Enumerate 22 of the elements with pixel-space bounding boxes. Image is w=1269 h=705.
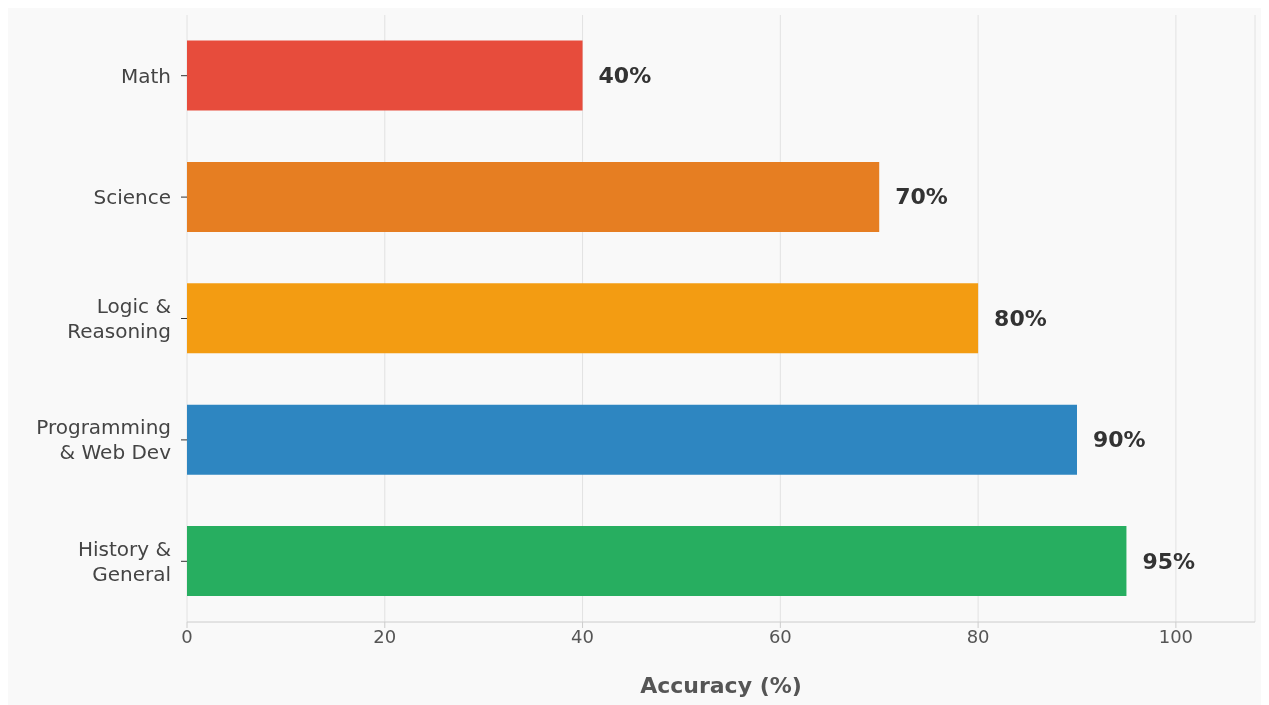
- x-tick-label: 60: [768, 625, 792, 647]
- x-tick-label: 80: [966, 625, 990, 647]
- x-axis-title: Accuracy (%): [640, 673, 802, 698]
- bar: [187, 404, 1077, 475]
- x-tick-label: 20: [373, 625, 397, 647]
- y-tick-label: Programming & Web Dev: [36, 415, 172, 465]
- x-tick-label: 100: [1158, 625, 1194, 647]
- x-tick-label: 0: [181, 625, 193, 647]
- bar: [187, 283, 979, 354]
- bar: [187, 526, 1127, 597]
- x-tick-label: 40: [571, 625, 595, 647]
- data-label: 95%: [1142, 548, 1196, 574]
- y-tick-label: Math: [120, 63, 171, 88]
- y-tick-label: Logic & Reasoning: [67, 294, 171, 343]
- y-tick-label: Science: [93, 185, 171, 210]
- bar: [187, 161, 880, 232]
- y-tick-label: History & General: [77, 536, 171, 586]
- data-label: 40%: [598, 62, 652, 88]
- data-label: 80%: [994, 305, 1047, 331]
- data-label: 70%: [895, 184, 948, 210]
- data-label: 90%: [1093, 427, 1146, 453]
- bar: [187, 40, 583, 111]
